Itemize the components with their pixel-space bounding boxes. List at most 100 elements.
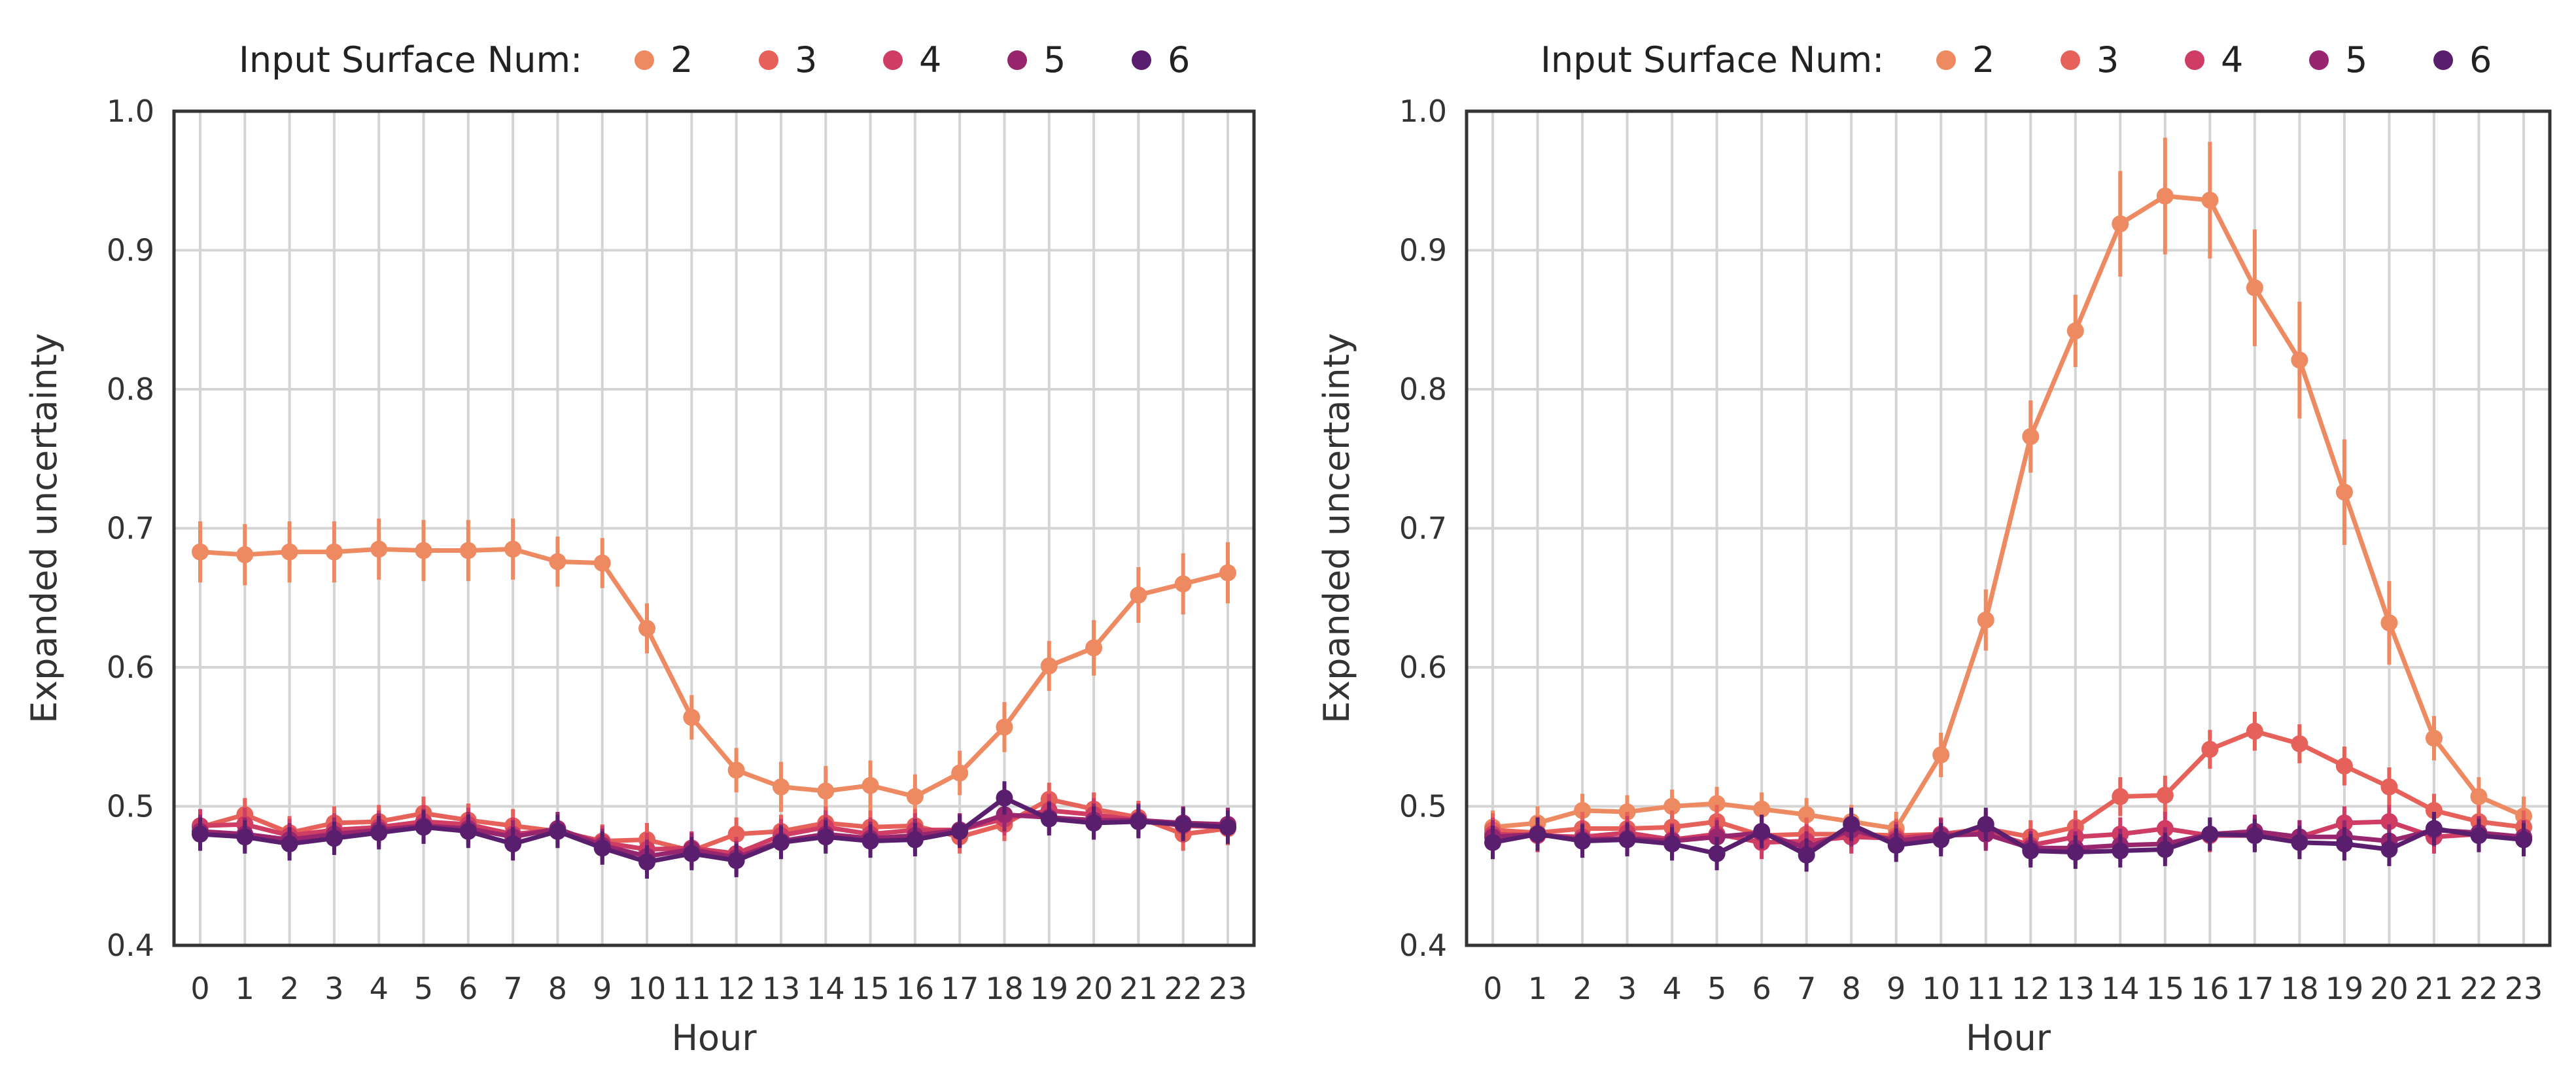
data-point [1663,797,1681,815]
data-point [593,839,611,857]
legend-marker [2061,50,2080,70]
data-point [2515,831,2532,849]
x-tick-label: 7 [503,971,522,1006]
data-point [2335,483,2353,501]
data-point [906,831,924,849]
x-tick-label: 2 [280,971,299,1006]
legend-marker [2433,50,2453,70]
data-point [236,546,254,563]
data-point [1887,837,1905,854]
legend-entry: 6 [1168,39,1190,80]
x-tick-label: 12 [717,971,756,1006]
data-point [2022,842,2040,860]
x-tick-label: 0 [190,971,209,1006]
data-point [504,540,522,558]
x-tick-label: 21 [1119,971,1158,1006]
data-point [370,824,388,841]
y-tick-label: 0.5 [107,789,154,824]
x-tick-label: 19 [2325,971,2364,1006]
data-point [996,718,1013,736]
y-axis-label: Expanded uncertainty [24,333,65,724]
data-point [281,543,298,561]
y-tick-label: 0.7 [1399,511,1447,546]
data-point [370,540,388,558]
data-point [1977,611,1994,629]
data-point [2246,279,2263,296]
data-point [1574,832,1592,850]
x-tick-label: 5 [414,971,433,1006]
x-tick-label: 15 [2146,971,2185,1006]
x-tick-label: 9 [1887,971,1906,1006]
data-point [2335,757,2353,775]
x-tick-label: 14 [2101,971,2140,1006]
data-point [683,845,701,862]
data-point [817,782,835,800]
legend-marker [759,50,778,70]
data-point [415,818,432,836]
data-point [1219,564,1236,582]
data-point [1708,845,1726,862]
data-point [2291,735,2308,752]
x-tick-label: 9 [593,971,612,1006]
x-tick-label: 15 [851,971,890,1006]
data-point [996,789,1013,807]
y-tick-label: 0.5 [1399,789,1447,824]
data-point [281,835,298,852]
legend-entry: 4 [2221,39,2243,80]
legend-entry: 5 [2345,39,2367,80]
y-tick-label: 1.0 [1399,94,1447,129]
data-point [1932,831,1950,849]
data-point [549,553,566,570]
legend-entry: 6 [2469,39,2492,80]
legend-title: Input Surface Num: [1540,39,1884,80]
data-point [1174,816,1192,833]
data-point [1708,795,1726,813]
series-line [1492,194,2525,831]
y-axis-label: Expanded uncertainty [1316,333,1357,724]
x-tick-label: 22 [2460,971,2498,1006]
x-tick-label: 5 [1707,971,1726,1006]
x-tick-label: 4 [1662,971,1681,1006]
y-tick-label: 0.4 [1399,928,1447,963]
plot-frame [172,109,1256,947]
y-tick-label: 0.8 [1399,372,1447,407]
x-tick-label: 8 [1842,971,1861,1006]
y-tick-label: 1.0 [107,94,154,129]
legend-marker [1007,50,1027,70]
x-tick-label: 18 [2280,971,2319,1006]
data-point [236,828,254,846]
data-point [1085,814,1103,832]
data-point [1529,826,1546,843]
data-point [2335,835,2353,852]
data-point [727,852,745,869]
legend-entry: 3 [795,39,817,80]
data-point [1219,818,1236,836]
x-tick-label: 1 [1528,971,1547,1006]
x-tick-label: 1 [235,971,254,1006]
data-point [1843,816,1860,833]
legend-entry: 3 [2097,39,2119,80]
legend-title: Input Surface Num: [239,39,582,80]
data-point [1040,810,1058,828]
data-point [1130,813,1147,830]
y-tick-label: 0.9 [1399,233,1447,268]
x-tick-label: 11 [672,971,711,1006]
data-point [2112,842,2129,860]
x-tick-label: 0 [1483,971,1502,1006]
data-point [1798,806,1815,824]
legend-entry: 2 [1972,39,1994,80]
series-3 [1484,712,2532,854]
legend-marker [635,50,654,70]
y-tick-label: 0.9 [107,233,154,268]
x-tick-label: 14 [807,971,845,1006]
series-6 [1484,807,2532,872]
x-axis-label: Hour [671,1017,757,1059]
data-point [1932,746,1950,763]
x-tick-label: 20 [1075,971,1113,1006]
data-point [727,826,745,843]
x-tick-label: 23 [1209,971,1247,1006]
x-tick-label: 2 [1573,971,1592,1006]
data-point [2156,841,2174,858]
data-point [2470,788,2488,805]
